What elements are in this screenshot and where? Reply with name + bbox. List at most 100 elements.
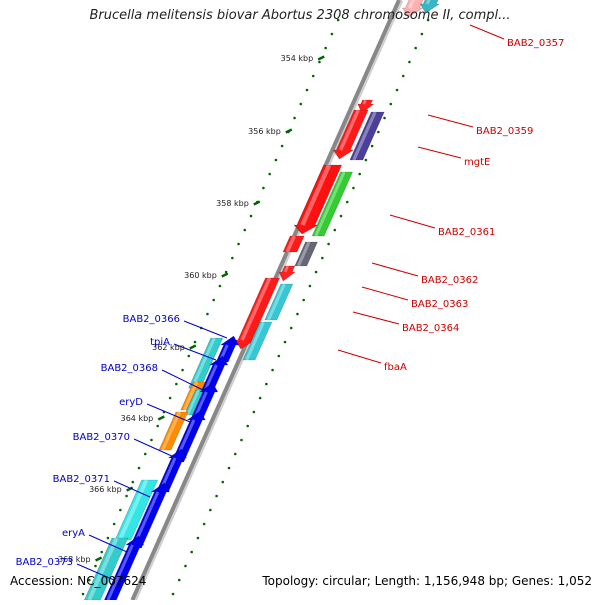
gene-bab2-0357 (401, 0, 424, 18)
gene-label-forward: BAB2_0364 (402, 323, 459, 334)
guide-dot (358, 172, 361, 176)
gene-label-reverse: BAB2_0371 (53, 474, 110, 485)
gene-bab2-0371-shine (117, 479, 149, 541)
ruler-tick (126, 486, 134, 492)
gene-label-forward: BAB2_0359 (476, 126, 533, 137)
guide-dot (318, 60, 321, 64)
gene-label-reverse: tpiA (150, 337, 170, 348)
ruler-tick (221, 272, 229, 278)
guide-dot (237, 242, 240, 246)
gene-label-forward: BAB2_0357 (507, 38, 564, 49)
guide-dot (364, 158, 368, 162)
leader-line (371, 262, 419, 277)
gene-bab2-0363-shine (283, 265, 289, 273)
ruler-label: 368 kbp (58, 555, 91, 564)
gene-bab2-0361a-shine (300, 164, 332, 226)
leader-line (389, 214, 436, 229)
gene-bab2-0357-shine (408, 0, 416, 9)
guide-dot (414, 46, 417, 50)
gene-eryd-b (190, 382, 219, 419)
ruler-label: 366 kbp (89, 485, 122, 494)
ruler-tick (253, 200, 261, 206)
label-leader-lines (76, 24, 505, 581)
gene-label-forward: fbaA (384, 362, 407, 373)
gene-fbaa-shine (245, 321, 265, 361)
gene-bab2-0370 (171, 410, 206, 463)
guide-dot (106, 536, 110, 540)
gene-bab2-0366-shine (190, 337, 216, 389)
gene-label-reverse: BAB2_0370 (73, 432, 130, 443)
ruler-ticks (81, 18, 430, 596)
leader-line (173, 343, 217, 361)
gene-bab2-0361-shine (314, 171, 346, 237)
guide-dot (243, 228, 247, 232)
guide-dot (283, 340, 287, 344)
guide-dot (156, 424, 159, 428)
gene-label-forward: BAB2_0361 (438, 227, 495, 238)
guide-dot (206, 312, 209, 316)
guide-dot (277, 354, 281, 358)
gene-bab2-0359-shine (338, 109, 360, 151)
guide-dot (190, 550, 193, 554)
guide-dot (227, 466, 231, 470)
gene-bab2-0370-a-shine (161, 411, 181, 451)
gene-erya-shine (87, 537, 119, 601)
guide-dot (125, 494, 128, 498)
guide-dot (330, 32, 334, 36)
guide-dot (81, 592, 85, 596)
guide-dot (137, 466, 141, 470)
gene-bab2-0364 (234, 277, 280, 350)
guide-dot (352, 186, 355, 190)
gene-era (129, 482, 170, 549)
gene-bab2-0361b (282, 235, 305, 253)
guide-dot (383, 116, 386, 120)
guide-dot (289, 326, 293, 330)
gene-bab2-0373-shine (106, 544, 134, 601)
gene-bab2-0357-neighbor (419, 0, 441, 14)
guide-dot (308, 284, 312, 288)
gene-fbaa (242, 321, 273, 361)
ruler-label: 360 kbp (184, 271, 217, 280)
guide-dot (305, 88, 309, 92)
guide-dot (262, 186, 265, 190)
outer-guide-dots (171, 18, 430, 596)
guide-dot (420, 32, 424, 36)
guide-dot (336, 18, 340, 22)
guide-dot (184, 564, 187, 568)
guide-dot (193, 340, 197, 344)
leader-line (113, 480, 151, 498)
guide-dot (345, 200, 349, 204)
leader-line (76, 563, 115, 581)
gene-bab2-0362-shine (297, 241, 311, 267)
guide-dot (246, 424, 249, 428)
guide-dot (293, 116, 296, 120)
guide-dot (321, 256, 324, 260)
guide-dot (202, 522, 206, 526)
guide-dot (150, 438, 153, 442)
leader-line (352, 311, 400, 325)
gene-bab2-0361 (311, 171, 354, 237)
guide-dot (299, 102, 303, 106)
leader-line (146, 403, 191, 423)
gene-eryd-a-shine (183, 381, 199, 411)
ruler-tick (157, 415, 165, 421)
gene-bab2-0363 (278, 265, 297, 282)
guide-dot (196, 536, 200, 540)
leader-line (337, 349, 382, 364)
gene-small-0358 (357, 99, 375, 114)
gene-mgte (349, 111, 385, 161)
summary-text: Topology: circular; Length: 1,156,948 bp… (262, 574, 592, 588)
guide-dot (274, 158, 278, 162)
gene-label-reverse: eryA (62, 528, 85, 539)
guide-dot (177, 578, 181, 582)
gene-bab2-0362 (294, 241, 318, 267)
guide-dot (258, 396, 262, 400)
guide-dot (112, 522, 116, 526)
gene-label-reverse: BAB2_0373 (16, 557, 73, 568)
leader-line (88, 534, 128, 553)
gene-tpia (215, 335, 240, 363)
map-title: Brucella melitensis biovar Abortus 2308 … (89, 8, 511, 23)
guide-dot (333, 228, 337, 232)
